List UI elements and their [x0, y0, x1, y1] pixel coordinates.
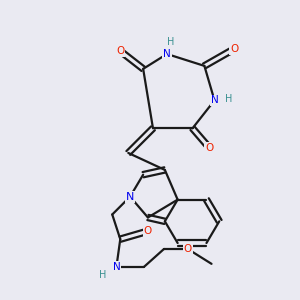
Text: H: H	[225, 94, 232, 104]
Text: N: N	[211, 95, 218, 105]
Text: N: N	[126, 192, 134, 202]
Text: H: H	[167, 37, 174, 46]
Text: N: N	[112, 262, 120, 272]
Text: H: H	[99, 270, 107, 280]
Text: O: O	[230, 44, 238, 54]
Text: O: O	[144, 226, 152, 236]
Text: O: O	[116, 46, 124, 56]
Text: O: O	[205, 143, 214, 153]
Text: N: N	[163, 49, 171, 59]
Text: O: O	[184, 244, 192, 254]
